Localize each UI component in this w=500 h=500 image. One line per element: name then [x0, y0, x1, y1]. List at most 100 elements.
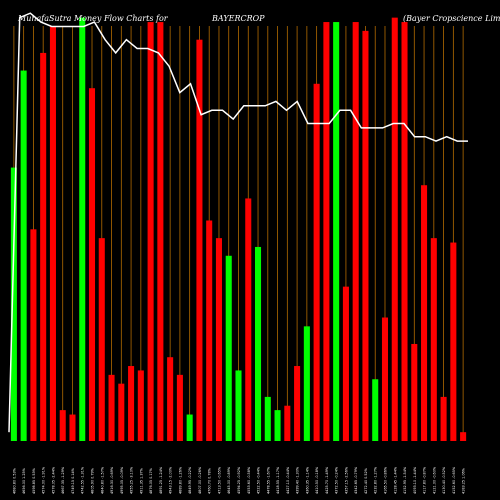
x-tick-label: 4578.05 -2.44%: [51, 466, 55, 494]
money-flow-bar: [30, 229, 37, 441]
money-flow-bar: [391, 17, 398, 441]
title-right: (Bayer Cropscience Lim: [403, 14, 500, 23]
money-flow-bar: [128, 366, 135, 441]
money-flow-bar: [381, 317, 389, 441]
x-tick-label: 4121.00 -0.60%: [432, 466, 436, 494]
x-tick-label: 4152.60 -0.65%: [452, 466, 456, 494]
money-flow-bar: [372, 379, 379, 441]
x-tick-label: 4876.05 0.17%: [149, 467, 153, 494]
money-flow-bar: [323, 22, 330, 442]
x-tick-label: 4128.45 -1.44%: [393, 466, 397, 494]
x-tick-label: 4742.55 -1.31%: [81, 466, 85, 494]
money-flow-bar: [235, 370, 242, 441]
money-flow-bar: [440, 396, 447, 441]
x-tick-label: 4713.50 -0.65%: [218, 466, 222, 494]
x-tick-label: 4749.15 0.14%: [71, 467, 75, 494]
x-tick-labels: 4680.80 0.53% 4656.00 1.25% 4598.85 0.53% 4…: [12, 466, 465, 494]
x-tick-label: 4760.70 0.78%: [208, 467, 212, 494]
x-tick-label: 4805.90 0.79%: [91, 467, 95, 494]
money-flow-bar: [245, 198, 252, 441]
x-tick-label: 4943.15 -2.00%: [169, 466, 173, 494]
x-tick-label: 4360.35 -1.14%: [305, 466, 309, 494]
x-tick-label: 4807.00 -0.26%: [198, 466, 202, 494]
x-tick-label: 4911.35 1.37%: [139, 467, 143, 494]
money-flow-bar: [274, 410, 281, 441]
x-tick-label: 4522.50 -0.44%: [257, 466, 261, 494]
money-flow-bar: [20, 70, 27, 441]
bars-layer: [10, 17, 467, 442]
title-left: MunafaSutra Money Flow Charts for: [17, 14, 169, 23]
money-flow-bar: [157, 22, 164, 442]
money-flow-line: [8, 12, 468, 433]
x-tick-label: 4427.10 -0.44%: [286, 466, 290, 494]
x-tick-label: 4232.80 -1.27%: [374, 466, 378, 494]
money-flow-bar: [342, 286, 349, 441]
x-tick-label: 4342.65 -0.79%: [354, 466, 358, 494]
money-flow-bar: [225, 255, 232, 441]
money-flow-bar: [118, 383, 125, 441]
money-flow-bar: [401, 22, 408, 442]
money-flow-bar: [264, 396, 271, 441]
money-flow-bar: [69, 414, 76, 441]
money-flow-bar: [421, 185, 428, 441]
x-tick-label: 4680.80 0.53%: [12, 467, 16, 494]
x-tick-label: 4478.55 -1.67%: [266, 466, 270, 494]
x-tick-label: 4916.30 -0.69%: [110, 466, 114, 494]
x-tick-label: 4553.60 -0.58%: [247, 466, 251, 494]
money-flow-bar: [215, 238, 222, 441]
money-flow-bar: [147, 22, 154, 442]
money-flow-bar: [167, 357, 174, 441]
money-flow-bar: [10, 167, 17, 441]
x-tick-label: 4152.95 -1.54%: [403, 466, 407, 494]
money-flow-bar: [196, 39, 203, 441]
money-flow-bar: [333, 22, 340, 442]
x-tick-label: 4418.55 -1.17%: [276, 466, 280, 494]
x-tick-label: 4425.70 -1.49%: [325, 466, 329, 494]
x-tick-label: 4645.00 -0.89%: [227, 466, 231, 494]
money-flow-bar: [137, 370, 144, 441]
money-flow-bar: [186, 414, 193, 441]
x-tick-label: 4272.40 0.52%: [364, 467, 368, 494]
x-tick-label: 4849.95 -0.22%: [188, 466, 192, 494]
money-flow-bar: [294, 366, 301, 441]
x-tick-label: 4183.25 1.06%: [462, 467, 466, 494]
money-flow-bar: [313, 83, 320, 441]
money-flow-bar: [450, 242, 457, 441]
money-flow-bar: [49, 26, 56, 442]
money-flow-bar: [362, 30, 369, 442]
money-flow-bar: [255, 246, 262, 441]
x-tick-label: 4117.80 -0.87%: [423, 466, 427, 494]
money-flow-bar: [176, 374, 183, 441]
x-tick-label: 4891.25 -1.24%: [159, 466, 163, 494]
money-flow-bar: [206, 220, 213, 441]
x-tick-label: 4357.15 -2.56%: [344, 466, 348, 494]
x-tick-label: 4372.50 -0.24%: [335, 466, 339, 494]
money-flow-bar: [411, 343, 418, 441]
x-tick-label: 4130.40 -0.52%: [442, 466, 446, 494]
money-flow-bar: [79, 17, 86, 441]
x-tick-label: 4410.50 -0.18%: [315, 466, 319, 494]
money-flow-bar: [88, 88, 96, 441]
x-tick-label: 4399.40 -1.30%: [296, 466, 300, 494]
money-flow-bar: [108, 374, 115, 441]
x-tick-label: 4840.80 -1.57%: [100, 466, 104, 494]
money-flow-bar: [40, 52, 47, 442]
x-tick-label: 4667.35 -1.29%: [61, 466, 65, 494]
money-flow-bar: [460, 432, 467, 441]
x-tick-label: 4656.00 1.25%: [22, 467, 26, 494]
x-tick-label: 4093.10 -1.44%: [413, 466, 417, 494]
money-flow-bar: [98, 238, 105, 441]
money-flow-bar: [430, 238, 437, 441]
money-flow-bar: [303, 326, 310, 441]
x-tick-label: 4165.50 -0.86%: [384, 466, 388, 494]
money-flow-bar: [284, 405, 291, 441]
money-flow-bar: [59, 410, 66, 441]
title-center: BAYERCROP: [211, 14, 265, 23]
x-tick-label: 4995.05 -0.09%: [120, 466, 124, 494]
x-tick-label: 4598.85 0.53%: [32, 467, 36, 494]
x-tick-label: 4955.25 -3.10%: [130, 466, 134, 494]
x-tick-label: 4594.25 -0.92%: [237, 466, 241, 494]
money-flow-bar: [352, 22, 359, 442]
x-tick-label: 4574.00 -1.91%: [42, 466, 46, 494]
